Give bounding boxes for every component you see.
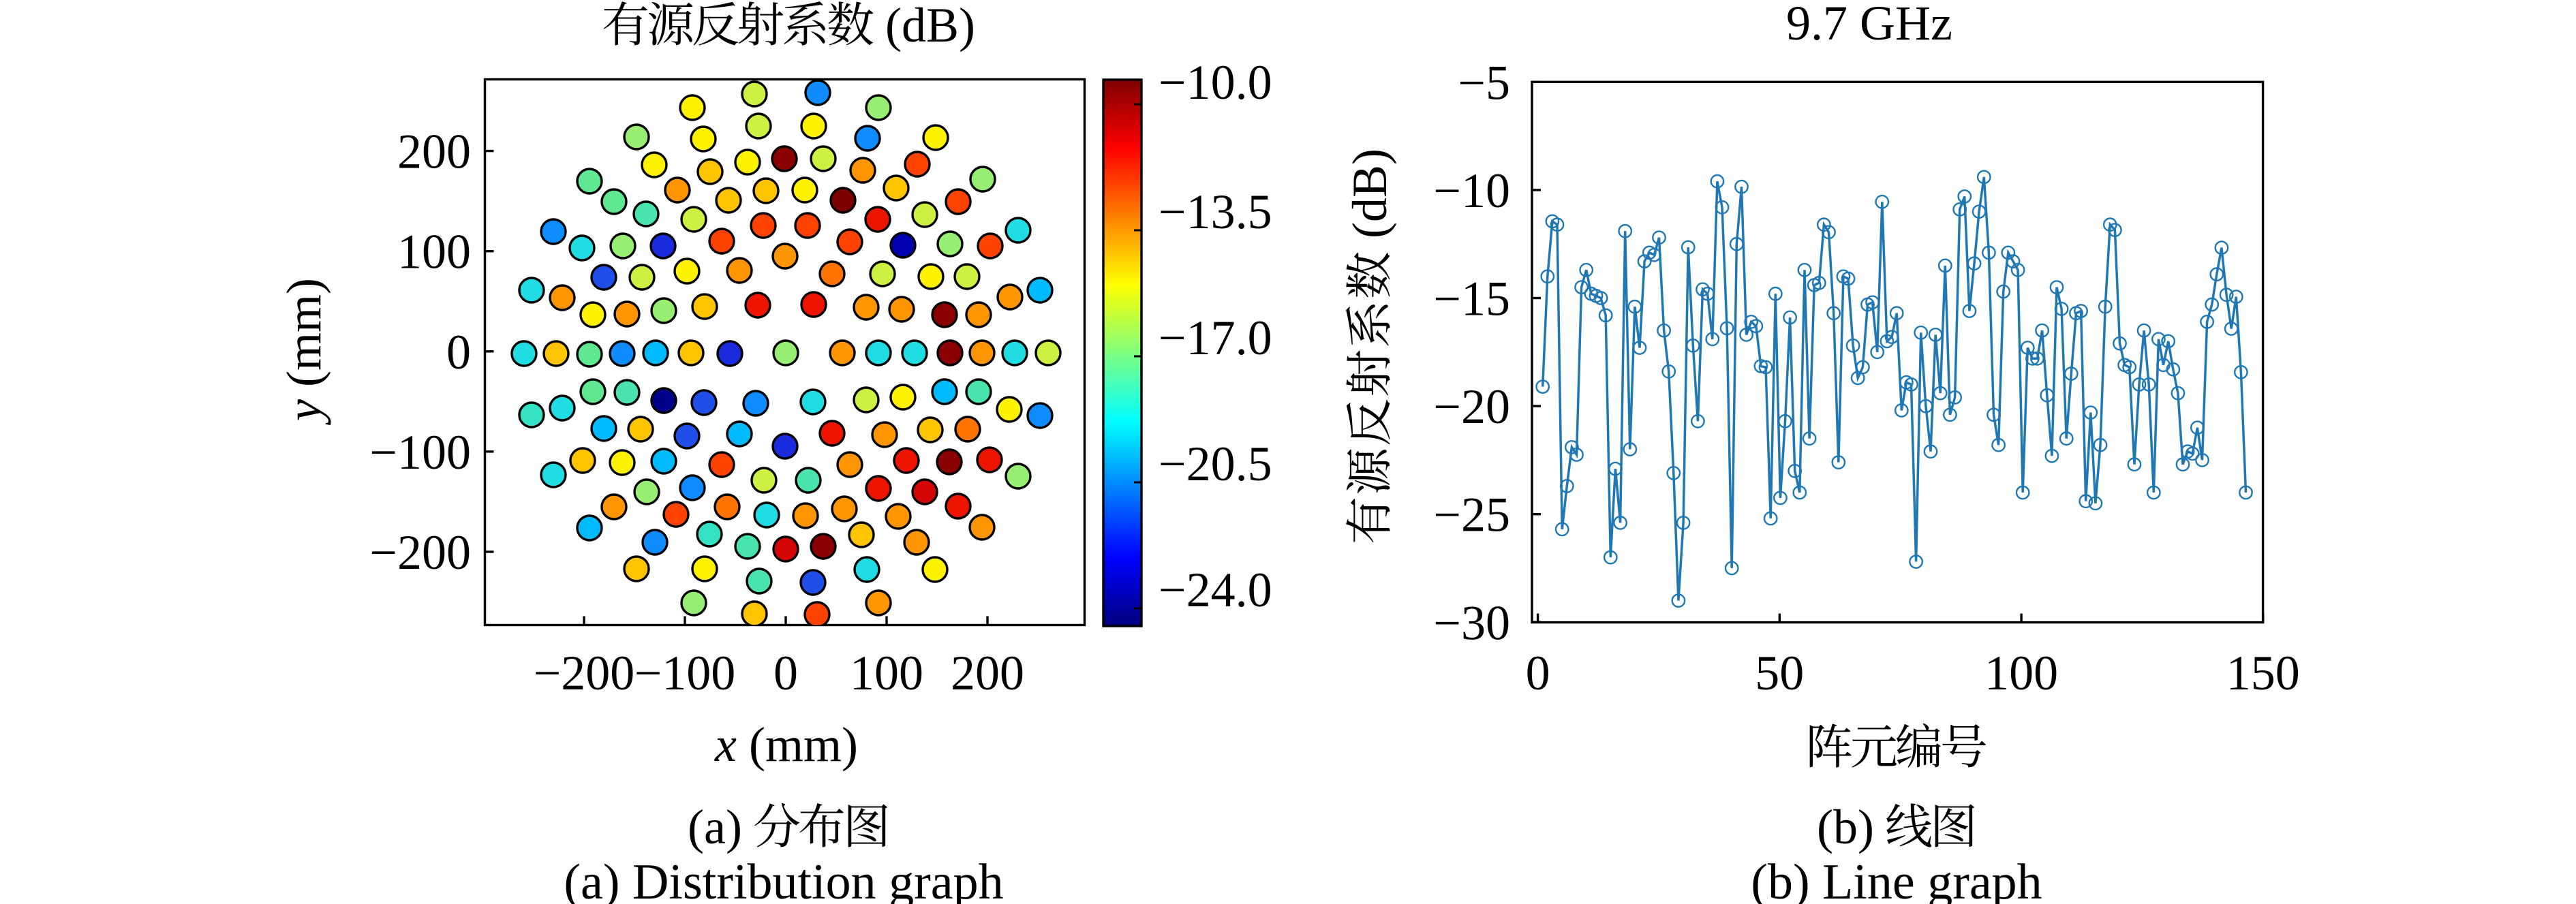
svg-text:−10: −10 bbox=[1433, 163, 1510, 218]
svg-text:−25: −25 bbox=[1433, 488, 1510, 542]
svg-text:−10.0: −10.0 bbox=[1159, 55, 1272, 110]
svg-text:100: 100 bbox=[1984, 646, 2058, 700]
svg-text:y (mm): y (mm) bbox=[277, 278, 331, 426]
svg-text:−200: −200 bbox=[369, 525, 471, 580]
svg-text:−30: −30 bbox=[1433, 595, 1510, 650]
svg-text:100: 100 bbox=[397, 225, 471, 279]
svg-text:150: 150 bbox=[2226, 646, 2300, 700]
svg-text:−5: −5 bbox=[1458, 55, 1510, 110]
svg-text:−20: −20 bbox=[1433, 379, 1510, 434]
svg-text:100: 100 bbox=[850, 646, 923, 700]
svg-text:(a): (a) bbox=[688, 800, 742, 854]
svg-text:0: 0 bbox=[773, 646, 798, 700]
svg-text:200: 200 bbox=[951, 646, 1024, 700]
svg-text:(b): (b) bbox=[1817, 800, 1874, 854]
svg-text:(b) Line graph: (b) Line graph bbox=[1751, 854, 2042, 904]
svg-text:−17.0: −17.0 bbox=[1159, 311, 1272, 365]
svg-text:0: 0 bbox=[1526, 646, 1550, 700]
svg-text:(a) Distribution graph: (a) Distribution graph bbox=[564, 854, 1003, 904]
svg-text:(dB): (dB) bbox=[1343, 149, 1397, 238]
svg-text:50: 50 bbox=[1755, 646, 1804, 700]
svg-text:(dB): (dB) bbox=[885, 0, 975, 52]
svg-text:9.7 GHz: 9.7 GHz bbox=[1786, 0, 1952, 50]
svg-text:−100: −100 bbox=[634, 646, 736, 700]
svg-text:200: 200 bbox=[397, 125, 471, 179]
svg-text:−15: −15 bbox=[1433, 272, 1510, 326]
svg-text:0: 0 bbox=[446, 325, 471, 379]
svg-text:x (mm): x (mm) bbox=[714, 717, 858, 772]
svg-text:−100: −100 bbox=[369, 425, 471, 480]
svg-text:−24.0: −24.0 bbox=[1159, 563, 1272, 617]
svg-text:−13.5: −13.5 bbox=[1159, 185, 1272, 239]
svg-text:−20.5: −20.5 bbox=[1159, 437, 1272, 491]
svg-text:−200: −200 bbox=[534, 646, 635, 700]
